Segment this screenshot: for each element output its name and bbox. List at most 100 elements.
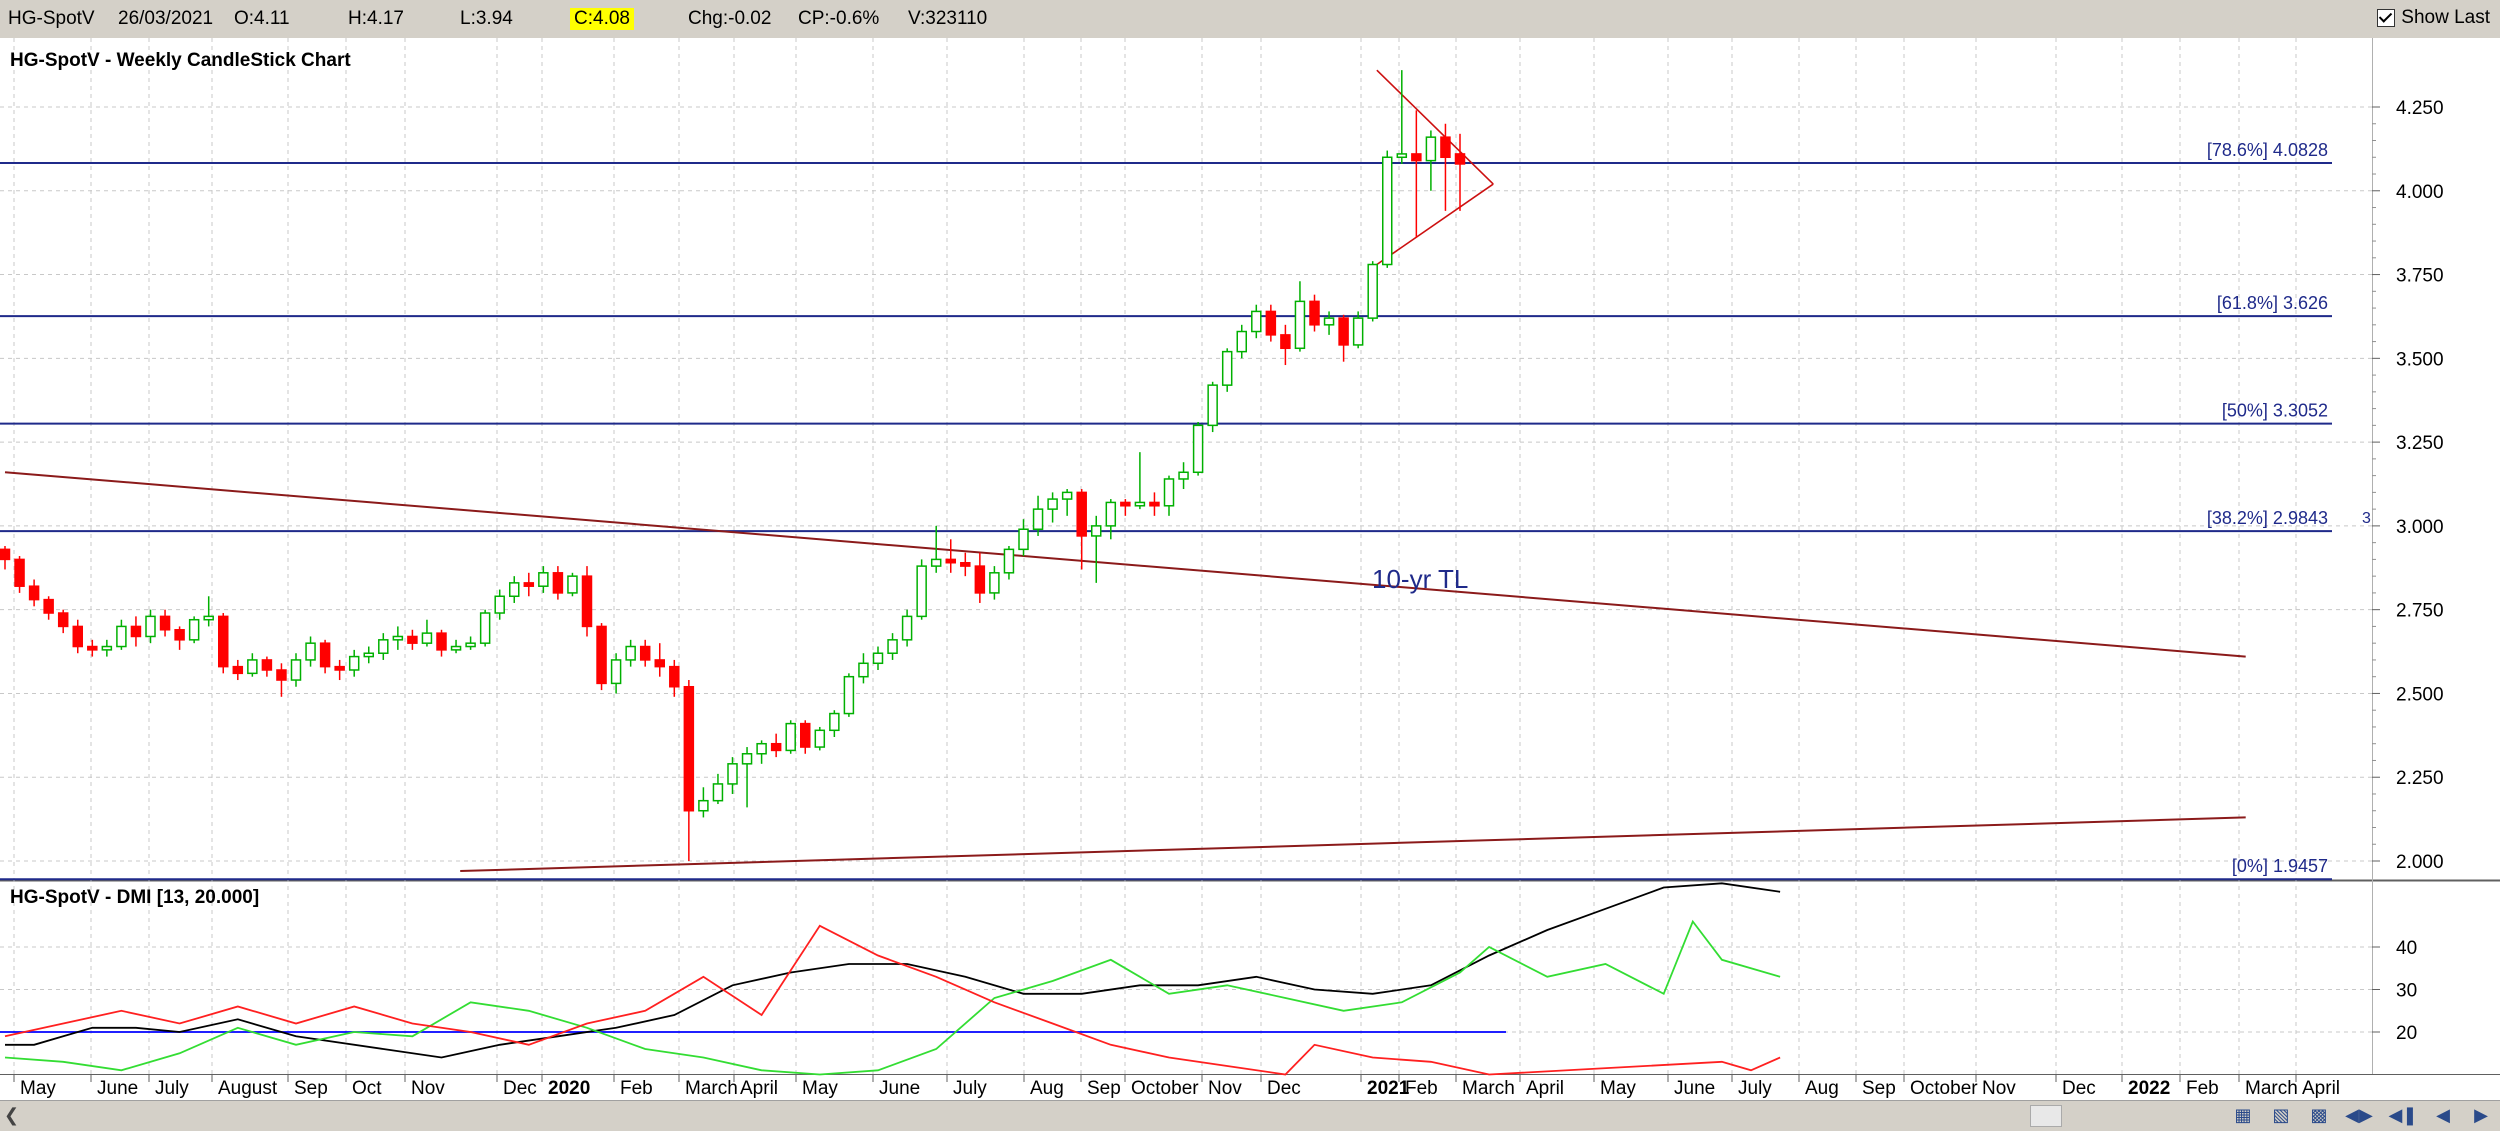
candle-body [814,729,826,748]
candle-body [1207,384,1218,427]
candle-body [319,642,331,668]
candle-body [407,635,418,644]
candle-body [800,722,811,748]
y-tick-label: 4.250 [2396,98,2444,119]
x-tick-label: Nov [1982,1078,2016,1099]
x-tick-label: April [2302,1078,2340,1099]
x-tick-label: Feb [1405,1078,1438,1099]
x-tick-label: 2021 [1367,1078,1410,1099]
show-last-toggle[interactable]: Show Last [2377,7,2490,29]
candle-body [1440,136,1451,159]
candle-body [43,598,54,614]
checkbox-icon[interactable] [2377,9,2396,27]
candle-body [1134,501,1146,507]
main-panel [0,38,2500,880]
candle-body [785,722,796,752]
scroll-thumb[interactable] [2030,1105,2062,1127]
step-forward-icon[interactable]: ▶ [2474,1104,2488,1125]
candle-body [188,618,200,641]
candle-body [101,645,113,651]
candle-body [203,615,214,621]
x-tick-label: October [1910,1078,1978,1099]
candle-body [1454,153,1466,165]
candle-body [1352,317,1364,346]
y-tick-label: 3.000 [2396,517,2444,538]
chart-area[interactable]: May June July August Sep Oct Nov Dec 2020 Feb Marc… [0,38,2500,1100]
candle-body [261,659,273,671]
candle-body [654,659,665,668]
candle-body [567,575,578,594]
candle-body [174,629,185,641]
candle-body [305,642,316,661]
x-tick-label: Sep [294,1078,328,1099]
candle-body [218,615,229,668]
candle-body [509,582,520,598]
annotation-10yr-tl: 10-yr TL [1372,564,1468,594]
x-tick-label: Dec [1267,1078,1301,1099]
zoom-in-icon[interactable]: ▦ [2234,1104,2252,1125]
scrollbar[interactable]: ❮ ▦ ▧ ▩ ◀▶ ◀❚ ◀ ▶ [0,1100,2500,1131]
candle-body [494,595,505,614]
candle-body [1265,310,1277,336]
candle-body [945,558,956,564]
candle-body [1032,508,1044,530]
y-tick-label: 3.750 [2396,266,2444,287]
candle-body [28,585,40,601]
candle-body [581,575,593,628]
trendline [1376,183,1494,266]
y-tick-label: 2.500 [2396,684,2444,705]
x-tick-label: August [218,1078,278,1099]
candle-body [0,548,11,561]
x-tick-label: June [1674,1078,1715,1099]
scroll-left-icon[interactable]: ❮ [4,1105,20,1125]
trendline-10yr [4,471,2246,658]
candle-body [712,783,724,802]
candle-body [479,612,491,644]
show-last-label: Show Last [2401,7,2490,28]
y-tick-label: 2.250 [2396,768,2444,789]
candle-body [1018,528,1029,551]
x-tick-label: Aug [1030,1078,1064,1099]
candle-body [523,582,535,587]
go-end-icon[interactable]: ◀❚ [2388,1104,2418,1125]
y-tick-label: 4.000 [2396,182,2444,203]
zoom-reset-icon[interactable]: ▩ [2310,1104,2328,1125]
candle-body [116,625,127,648]
candle-body [887,639,898,654]
candle-body [1149,501,1160,507]
marker-3: 3 [2362,510,2371,527]
main-chart-title: HG-SpotV - Weekly CandleStick Chart [10,50,351,71]
x-tick-label: Nov [1208,1078,1242,1099]
y-tick-label: 2.750 [2396,601,2444,622]
candle-body [1294,300,1306,350]
fib-label: [0%] 1.9457 [2232,856,2328,876]
scroll-both-icon[interactable]: ◀▶ [2345,1104,2373,1125]
change-pct-label: CP:-0.6% [798,8,880,29]
x-tick-label: Oct [352,1078,382,1099]
date-label: 26/03/2021 [118,8,214,29]
volume-label: V:323110 [908,8,988,29]
candle-body [916,565,927,618]
quote-toolbar: HG-SpotV 26/03/2021 O:4.11 H:4.17 L:3.94… [0,0,2500,39]
candle-body [14,558,25,587]
x-tick-label: March [685,1078,738,1099]
candle-body [290,659,302,681]
zoom-out-icon[interactable]: ▧ [2272,1104,2290,1125]
dmi-y-tick-label: 40 [2396,938,2417,959]
y-tick-label: 2.000 [2396,852,2444,873]
candle-body [960,562,971,567]
change-label: Chg:-0.02 [688,8,772,29]
candle-body [610,659,622,685]
candle-body [1163,478,1175,507]
x-tick-label: June [879,1078,920,1099]
candle-body [930,558,942,567]
y-tick-label: 3.500 [2396,349,2444,370]
candle-body [421,632,433,644]
step-back-icon[interactable]: ◀ [2436,1104,2450,1125]
candle-body [378,639,389,654]
candle-body [1221,350,1233,386]
candle-body [1047,498,1058,510]
plus-di-line [4,919,1781,1076]
x-tick-label: Sep [1087,1078,1121,1099]
x-tick-label: 2022 [2128,1078,2170,1099]
